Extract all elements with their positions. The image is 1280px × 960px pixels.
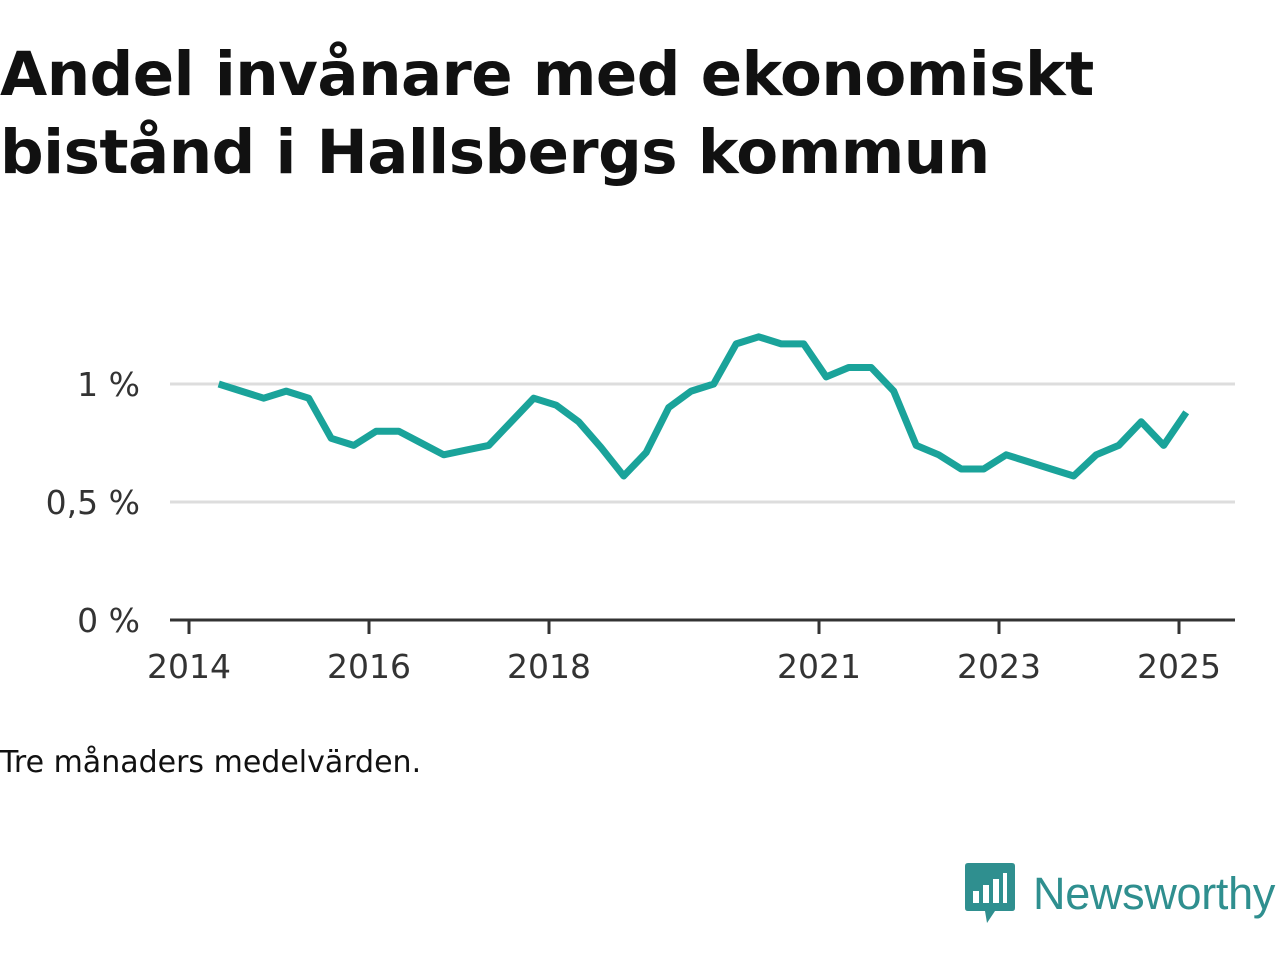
series-line bbox=[217, 333, 1190, 480]
brand-logo: Newsworthy bbox=[965, 862, 1275, 926]
chart-title-line-2: bistånd i Hallsbergs kommun bbox=[0, 117, 990, 188]
y-axis: 0 % 0,5 % 1 % bbox=[46, 365, 140, 640]
chart-title-line-1: Andel invånare med ekonomiskt bbox=[0, 39, 1094, 110]
brand-name: Newsworthy bbox=[1033, 868, 1276, 919]
y-tick-label: 0,5 % bbox=[46, 483, 140, 522]
y-tick-label: 1 % bbox=[77, 365, 140, 404]
x-tick-label: 2018 bbox=[507, 647, 591, 686]
x-axis: 2014 2016 2018 2021 2023 2025 bbox=[147, 618, 1235, 686]
gridlines bbox=[170, 382, 1235, 504]
chart-title: Andel invånare med ekonomiskt bistånd i … bbox=[0, 36, 1240, 192]
line-chart: 0 % 0,5 % 1 % 2014 2016 2018 2021 2023 2025 bbox=[46, 333, 1235, 686]
bar-chart-speech-bubble-icon bbox=[965, 863, 1015, 923]
x-tick-label: 2016 bbox=[327, 647, 411, 686]
chart-note: Tre månaders medelvärden. bbox=[0, 745, 422, 780]
series bbox=[217, 333, 1190, 480]
x-tick-label: 2025 bbox=[1137, 647, 1221, 686]
x-tick-label: 2021 bbox=[777, 647, 861, 686]
x-tick-label: 2023 bbox=[957, 647, 1041, 686]
x-tick-label: 2014 bbox=[147, 647, 231, 686]
y-tick-label: 0 % bbox=[77, 601, 140, 640]
